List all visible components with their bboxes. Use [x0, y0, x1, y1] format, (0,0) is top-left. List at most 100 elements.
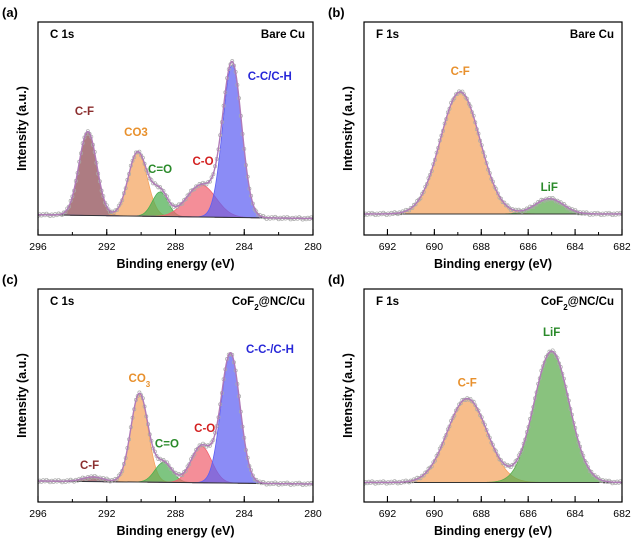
x-tick-label: 296 — [29, 508, 47, 520]
panel-label: (b) — [328, 5, 345, 20]
raw-data-point — [529, 204, 534, 209]
raw-data-point — [473, 403, 478, 408]
panel-b: 692 690 688 686 684 682 Binding energy (eV) Int… — [328, 5, 631, 271]
x-axis-title: Binding energy (eV) — [116, 257, 234, 271]
peak-label: C-F — [458, 377, 477, 389]
x-tick-label: 284 — [235, 508, 253, 520]
raw-data-point — [139, 393, 144, 398]
raw-data-point — [154, 453, 159, 458]
x-tick-label: 296 — [29, 241, 47, 253]
raw-data-point — [416, 476, 421, 481]
core-level-label: C 1s — [50, 29, 74, 41]
sample-label: CoF2@NC/Cu — [232, 296, 305, 312]
core-level-label: F 1s — [376, 29, 399, 41]
x-tick-label: 688 — [473, 241, 491, 253]
panel-label: (c) — [2, 272, 18, 287]
plot-frame — [363, 21, 623, 236]
x-tick-label: 688 — [473, 508, 491, 520]
plot-area — [38, 59, 313, 222]
x-tick-label: 690 — [426, 508, 444, 520]
panel-label: (a) — [2, 5, 18, 20]
raw-data-point — [206, 180, 211, 184]
raw-data-point — [458, 401, 463, 406]
x-axis-title: Binding energy (eV) — [434, 524, 552, 538]
plot-area — [364, 89, 622, 218]
plot-area — [38, 351, 313, 487]
x-tick-label: 682 — [613, 241, 631, 253]
fit-envelope — [38, 60, 313, 220]
x-tick-label: 684 — [566, 508, 584, 520]
x-tick-label: 280 — [304, 241, 322, 253]
raw-data-points — [38, 351, 313, 487]
peak-label: C=O — [148, 164, 172, 176]
x-tick-label: 682 — [613, 508, 631, 520]
peak-label: CO3 — [124, 127, 148, 139]
x-tick-label: 288 — [167, 241, 185, 253]
x-tick-label: 292 — [98, 241, 116, 253]
panel-c: 296 292 288 284 280 Binding energy (eV) Intens… — [2, 272, 322, 538]
peak-label: C-F — [80, 460, 99, 472]
peak-c-f — [364, 91, 622, 215]
x-axis: 296 292 288 284 280 — [29, 496, 322, 520]
sample-label: CoF2@NC/Cu — [541, 296, 614, 312]
raw-data-point — [190, 187, 195, 192]
core-level-label: F 1s — [376, 296, 399, 308]
peak-label: C-C/C-H — [248, 71, 292, 83]
raw-data-point — [495, 453, 500, 458]
x-tick-label: 692 — [379, 241, 397, 253]
y-axis-title: Intensity (a.u.) — [341, 353, 355, 438]
raw-data-point — [552, 350, 557, 355]
raw-data-point — [413, 202, 418, 207]
plot-frame — [363, 288, 623, 503]
raw-data-point — [462, 92, 466, 97]
peak-label: C-F — [451, 66, 470, 78]
x-tick-label: 690 — [426, 241, 444, 253]
raw-data-point — [470, 399, 474, 404]
raw-data-point — [499, 458, 504, 463]
peak-label: C-O — [194, 423, 215, 435]
raw-data-point — [170, 467, 175, 472]
x-tick-label: 686 — [519, 508, 537, 520]
x-axis-title: Binding energy (eV) — [434, 257, 552, 271]
panel-a: 296 292 288 284 280 Binding energy (eV) Intens… — [2, 5, 322, 271]
x-axis-title: Binding energy (eV) — [116, 524, 234, 538]
x-tick-label: 686 — [519, 241, 537, 253]
fit-envelope — [38, 351, 313, 485]
peak-label: C=O — [155, 438, 179, 450]
raw-data-point — [503, 203, 508, 208]
x-axis: 692 690 688 686 684 682 — [363, 229, 631, 253]
raw-data-point — [137, 390, 142, 395]
raw-data-point — [230, 59, 235, 64]
y-axis-title: Intensity (a.u.) — [15, 86, 29, 171]
raw-data-point — [495, 191, 500, 196]
x-axis: 296 292 288 284 280 — [29, 229, 322, 253]
raw-data-point — [166, 198, 171, 203]
raw-data-point — [187, 192, 192, 197]
peak-label: C-O — [192, 156, 213, 168]
raw-data-point — [166, 463, 171, 468]
x-tick-label: 692 — [379, 508, 397, 520]
peak-label: CO3 — [129, 373, 151, 389]
x-tick-label: 284 — [235, 241, 253, 253]
fit-envelope — [364, 350, 622, 484]
core-level-label: C 1s — [50, 296, 74, 308]
raw-data-point — [462, 397, 466, 402]
plot-area — [364, 348, 622, 486]
raw-data-point — [151, 181, 156, 186]
peak-label: C-F — [75, 106, 94, 118]
y-axis-title: Intensity (a.u.) — [341, 86, 355, 171]
raw-data-point — [586, 465, 591, 470]
raw-data-point — [163, 460, 168, 465]
sample-label: Bare Cu — [570, 29, 614, 41]
raw-data-point — [589, 469, 594, 474]
raw-data-point — [424, 470, 429, 474]
y-axis-title: Intensity (a.u.) — [15, 353, 29, 438]
raw-data-point — [106, 207, 111, 212]
sample-label: Bare Cu — [261, 29, 305, 41]
fit-envelope — [364, 91, 622, 215]
peak-label: C-C-/C-H — [246, 344, 294, 356]
panel-d: 692 690 688 686 684 682 Binding energy (eV) Int… — [328, 272, 631, 538]
raw-data-point — [178, 202, 183, 207]
x-tick-label: 292 — [98, 508, 116, 520]
